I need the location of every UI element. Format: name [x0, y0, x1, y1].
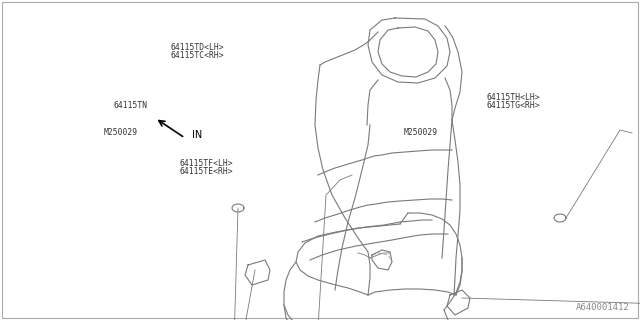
Text: A640001412: A640001412 [576, 303, 630, 312]
Text: M250029: M250029 [403, 128, 437, 137]
Text: 64115TE<RH>: 64115TE<RH> [180, 167, 234, 176]
Text: 64115TH<LH>: 64115TH<LH> [486, 93, 540, 102]
Text: IN: IN [192, 130, 202, 140]
Text: 64115TN: 64115TN [113, 101, 147, 110]
Text: 64115TG<RH>: 64115TG<RH> [486, 101, 540, 110]
Text: 64115TD<LH>: 64115TD<LH> [170, 44, 224, 52]
Text: 64115TF<LH>: 64115TF<LH> [180, 159, 234, 168]
Text: M250029: M250029 [104, 128, 138, 137]
Text: 64115TC<RH>: 64115TC<RH> [170, 52, 224, 60]
